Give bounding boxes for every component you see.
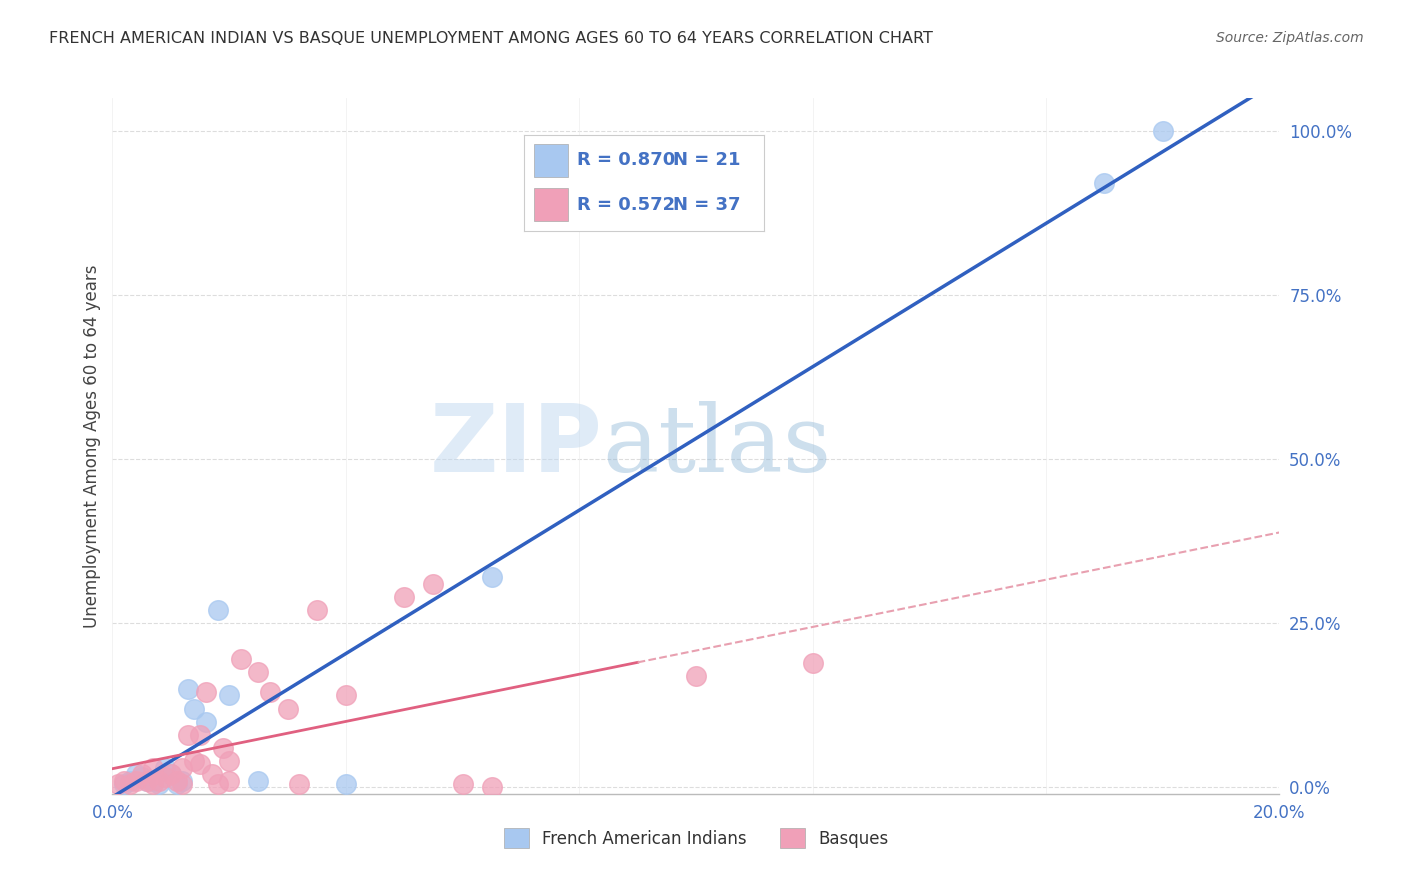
- Point: [305, 603, 328, 617]
- Point: [142, 773, 165, 788]
- Point: [131, 767, 153, 781]
- Point: [247, 773, 270, 788]
- Point: [247, 665, 270, 680]
- Point: [188, 728, 211, 742]
- Point: [1152, 124, 1174, 138]
- Point: [112, 777, 135, 791]
- Point: [451, 777, 474, 791]
- Point: [481, 570, 503, 584]
- Text: N = 37: N = 37: [673, 195, 741, 214]
- Text: R = 0.572: R = 0.572: [578, 195, 675, 214]
- Point: [148, 777, 170, 791]
- Point: [288, 777, 311, 791]
- Point: [335, 689, 357, 703]
- Point: [218, 773, 240, 788]
- Point: [148, 773, 170, 788]
- Point: [131, 771, 153, 785]
- Point: [125, 773, 148, 788]
- Point: [801, 656, 824, 670]
- Point: [172, 777, 194, 791]
- Point: [166, 773, 188, 788]
- Point: [125, 767, 148, 781]
- Point: [107, 777, 129, 791]
- FancyBboxPatch shape: [534, 145, 568, 177]
- Point: [118, 777, 141, 791]
- Point: [177, 728, 200, 742]
- Text: Source: ZipAtlas.com: Source: ZipAtlas.com: [1216, 31, 1364, 45]
- Text: FRENCH AMERICAN INDIAN VS BASQUE UNEMPLOYMENT AMONG AGES 60 TO 64 YEARS CORRELAT: FRENCH AMERICAN INDIAN VS BASQUE UNEMPLO…: [49, 31, 934, 46]
- Point: [172, 761, 194, 775]
- Point: [276, 701, 298, 715]
- Point: [481, 780, 503, 795]
- Text: N = 21: N = 21: [673, 152, 741, 169]
- Point: [177, 681, 200, 696]
- Point: [172, 773, 194, 788]
- Point: [229, 652, 252, 666]
- Point: [118, 773, 141, 788]
- Point: [335, 777, 357, 791]
- Point: [112, 773, 135, 788]
- Point: [166, 777, 188, 791]
- Point: [153, 761, 176, 775]
- Point: [142, 761, 165, 775]
- Point: [160, 767, 183, 781]
- Text: atlas: atlas: [603, 401, 832, 491]
- Point: [218, 689, 240, 703]
- FancyBboxPatch shape: [534, 188, 568, 221]
- Point: [212, 740, 235, 755]
- Point: [201, 767, 224, 781]
- Text: R = 0.870: R = 0.870: [578, 152, 675, 169]
- Legend: French American Indians, Basques: French American Indians, Basques: [496, 822, 896, 855]
- Point: [136, 773, 159, 788]
- Point: [194, 714, 217, 729]
- Point: [188, 757, 211, 772]
- Point: [685, 669, 707, 683]
- Point: [1094, 177, 1116, 191]
- Point: [136, 773, 159, 788]
- Y-axis label: Unemployment Among Ages 60 to 64 years: Unemployment Among Ages 60 to 64 years: [83, 264, 101, 628]
- Point: [394, 590, 416, 604]
- Point: [194, 685, 217, 699]
- Point: [153, 771, 176, 785]
- Point: [207, 777, 229, 791]
- Point: [207, 603, 229, 617]
- Point: [218, 754, 240, 768]
- Point: [183, 701, 205, 715]
- Text: ZIP: ZIP: [430, 400, 603, 492]
- Point: [160, 767, 183, 781]
- Point: [422, 577, 444, 591]
- Point: [142, 777, 165, 791]
- Point: [259, 685, 281, 699]
- Point: [183, 754, 205, 768]
